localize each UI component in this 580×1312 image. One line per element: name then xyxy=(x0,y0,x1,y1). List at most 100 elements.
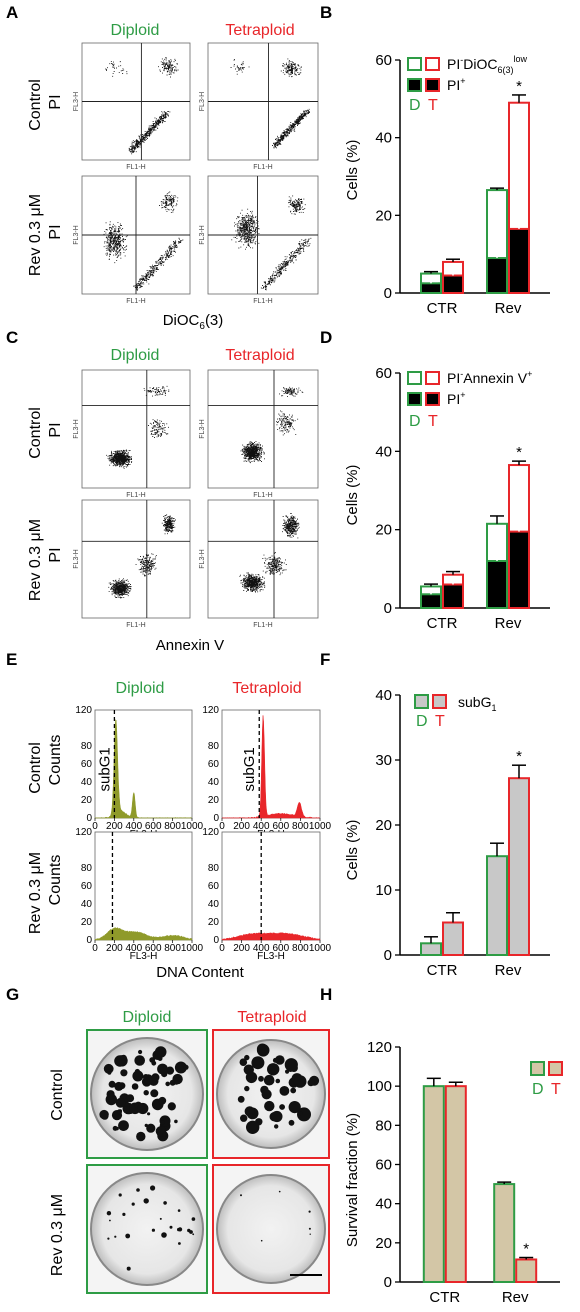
category-label: CTR xyxy=(427,300,458,317)
colony xyxy=(150,1185,156,1191)
colony xyxy=(260,1239,263,1242)
fl3h-tick-label: FL3-H xyxy=(73,225,80,244)
histograms-e: subG102004006008001000FL3-H020406080120s… xyxy=(75,705,331,962)
colony xyxy=(258,1075,264,1082)
fl3h-tick-label: FL3-H xyxy=(199,419,206,438)
colony xyxy=(154,1046,167,1058)
y-tick-label: 0 xyxy=(213,935,219,946)
legend-b-t: T xyxy=(428,97,438,114)
legend-d-d: D xyxy=(409,413,421,430)
colony xyxy=(165,1066,175,1075)
histogram-area xyxy=(221,715,320,819)
colony xyxy=(245,1071,258,1084)
row-label-rev-a: Rev 0.3 μM xyxy=(27,194,44,276)
header-diploid-a: Diploid xyxy=(111,22,160,39)
colony xyxy=(105,1093,118,1106)
y-tick-label: 60 xyxy=(375,365,392,382)
dish-plate xyxy=(216,1174,326,1284)
flow-a-diploid-control: FL1-H FL3-H xyxy=(73,42,191,171)
legend-b-diploid-bottom xyxy=(407,78,422,92)
y-tick-label: 60 xyxy=(208,759,220,770)
panel-label-h: H xyxy=(320,985,332,1004)
row-label-rev-c: Rev 0.3 μM xyxy=(27,519,44,601)
colony xyxy=(118,1120,129,1131)
colony xyxy=(239,1058,248,1066)
y-tick-label: 60 xyxy=(375,1157,392,1174)
y-tick-label: 20 xyxy=(208,795,220,806)
dish-plate xyxy=(90,1172,204,1286)
colony xyxy=(275,1055,285,1065)
y-tick-label: 20 xyxy=(375,207,392,224)
header-tetraploid-a: Tetraploid xyxy=(225,22,294,39)
scatter-points xyxy=(108,514,176,599)
scatter-points xyxy=(230,58,310,149)
hist-tetraploid-rev: 0 200 400 600 800 1000 FL3-H 0 20 40 60 80 120 xyxy=(202,827,331,962)
colony xyxy=(191,1217,196,1221)
colony xyxy=(117,1109,122,1115)
dish-diploid-control xyxy=(86,1029,208,1159)
colony xyxy=(256,1043,268,1055)
panel-label-f: F xyxy=(320,650,330,669)
fl3h-tick-label: FL3-H xyxy=(199,92,206,111)
colony xyxy=(267,1063,280,1076)
colony xyxy=(279,1086,290,1096)
colony xyxy=(174,1080,179,1085)
colony xyxy=(192,1233,195,1236)
legend-f: subG1 D T xyxy=(414,694,496,730)
colony xyxy=(288,1101,301,1114)
header-tetraploid-g: Tetraploid xyxy=(237,1009,306,1026)
colony xyxy=(147,1112,151,1116)
x-tick-label: 0 xyxy=(92,943,98,954)
colony-dishes-g xyxy=(86,1029,330,1294)
colony xyxy=(125,1233,131,1239)
y-tick-label: 0 xyxy=(86,935,92,946)
colony xyxy=(158,1096,167,1105)
x-tick-label: 800 xyxy=(164,821,181,832)
y-tick-label: 60 xyxy=(81,881,93,892)
bar-pi-positive xyxy=(486,257,508,294)
colony xyxy=(309,1233,311,1235)
legend-b-top-label: PI-DiOC6(3)low xyxy=(447,54,527,75)
x-tick-label: 400 xyxy=(253,821,270,832)
colony xyxy=(151,1060,157,1066)
y-tick-label: 40 xyxy=(375,687,392,704)
y-tick-label: 40 xyxy=(375,443,392,460)
x-tick-label: 200 xyxy=(233,821,250,832)
y-tick-label: 80 xyxy=(208,863,220,874)
flow-a-tetraploid-rev: FL1-H FL3-H xyxy=(199,175,319,305)
subg1-label: subG1 xyxy=(96,747,113,791)
y-tick-label: 120 xyxy=(75,705,92,716)
panel-label-d: D xyxy=(320,328,332,347)
legend-d-diploid-top xyxy=(407,371,422,385)
bar xyxy=(444,1085,467,1283)
fl1h-tick-label: FL1-H xyxy=(126,492,145,499)
y-tick-label: 20 xyxy=(375,522,392,539)
x-tick-label: 800 xyxy=(292,943,309,954)
chart-h: 0 20 40 60 80 100 120 CTR Rev * xyxy=(367,1039,560,1306)
legend-b-tetraploid-bottom xyxy=(425,78,440,92)
bar xyxy=(515,1258,538,1283)
legend-f-d: D xyxy=(416,713,428,730)
colony xyxy=(174,1119,178,1124)
flow-a-diploid-rev: FL1-H FL3-H xyxy=(73,175,191,305)
colony xyxy=(107,1071,112,1075)
y-tick-label: 20 xyxy=(208,917,220,928)
y-tick-label: 120 xyxy=(202,827,219,838)
y-tick-label: 0 xyxy=(86,813,92,824)
y-tick-label: 80 xyxy=(375,1117,392,1134)
header-diploid-c: Diploid xyxy=(111,347,160,364)
colony xyxy=(101,1112,109,1120)
colony xyxy=(118,1082,126,1090)
legend-f-tetraploid xyxy=(432,694,447,709)
colony xyxy=(143,1198,149,1204)
fl1h-tick-label: FL1-H xyxy=(126,164,145,171)
dish-tetraploid-control xyxy=(212,1029,330,1159)
colony xyxy=(264,1100,275,1112)
bar xyxy=(420,942,442,956)
row-label-control-a: Control xyxy=(27,79,44,131)
panel-label-e: E xyxy=(6,650,17,669)
dish-diploid-rev xyxy=(86,1164,208,1294)
x-tick-label: 0 xyxy=(92,821,98,832)
y-tick-label: 0 xyxy=(384,947,392,964)
fl3h-tick-label: FL3-H xyxy=(73,92,80,111)
